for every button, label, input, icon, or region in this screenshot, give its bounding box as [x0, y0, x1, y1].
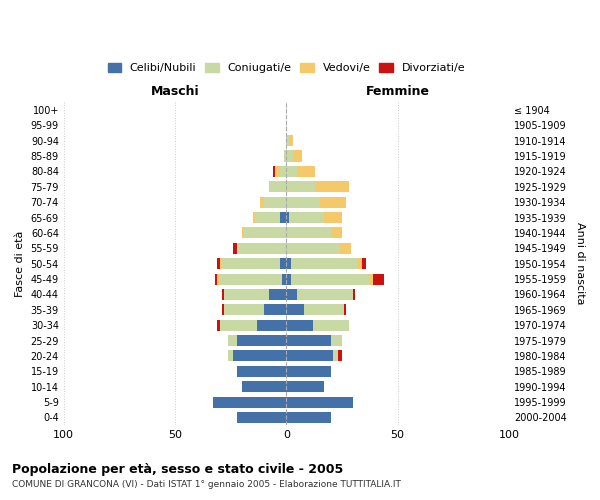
Bar	[298, 289, 353, 300]
Bar	[320, 196, 346, 207]
Bar	[282, 274, 286, 284]
Bar	[222, 258, 280, 269]
Bar	[286, 412, 331, 423]
Text: Maschi: Maschi	[151, 84, 199, 98]
Bar	[233, 243, 238, 254]
Bar	[286, 304, 304, 316]
Y-axis label: Fasce di età: Fasce di età	[15, 230, 25, 297]
Bar	[229, 350, 233, 362]
Bar	[273, 166, 275, 177]
Bar	[264, 196, 286, 207]
Bar	[224, 289, 269, 300]
Text: Popolazione per età, sesso e stato civile - 2005: Popolazione per età, sesso e stato civil…	[12, 462, 343, 475]
Bar	[286, 396, 353, 407]
Bar	[242, 381, 286, 392]
Bar	[344, 304, 346, 316]
Bar	[362, 258, 367, 269]
Bar	[331, 228, 342, 238]
Bar	[233, 350, 286, 362]
Bar	[242, 228, 244, 238]
Bar	[284, 150, 286, 162]
Bar	[286, 196, 320, 207]
Bar	[286, 212, 289, 223]
Bar	[280, 212, 286, 223]
Bar	[255, 212, 280, 223]
Bar	[220, 258, 222, 269]
Bar	[369, 274, 373, 284]
Bar	[244, 228, 286, 238]
Bar	[286, 135, 289, 146]
Bar	[213, 396, 286, 407]
Legend: Celibi/Nubili, Coniugati/e, Vedovi/e, Divorziati/e: Celibi/Nubili, Coniugati/e, Vedovi/e, Di…	[104, 60, 469, 76]
Bar	[257, 320, 286, 330]
Bar	[215, 274, 217, 284]
Bar	[353, 289, 355, 300]
Bar	[286, 181, 315, 192]
Bar	[358, 258, 362, 269]
Bar	[373, 274, 384, 284]
Bar	[291, 258, 358, 269]
Bar	[222, 304, 224, 316]
Bar	[286, 366, 331, 377]
Text: COMUNE DI GRANCONA (VI) - Dati ISTAT 1° gennaio 2005 - Elaborazione TUTTITALIA.I: COMUNE DI GRANCONA (VI) - Dati ISTAT 1° …	[12, 480, 401, 489]
Bar	[289, 212, 324, 223]
Bar	[298, 166, 315, 177]
Bar	[286, 274, 291, 284]
Bar	[238, 243, 286, 254]
Bar	[331, 335, 342, 346]
Bar	[238, 335, 286, 346]
Bar	[269, 289, 286, 300]
Bar	[286, 150, 293, 162]
Bar	[286, 381, 324, 392]
Bar	[217, 274, 220, 284]
Bar	[224, 304, 264, 316]
Bar	[286, 335, 331, 346]
Bar	[229, 335, 238, 346]
Bar	[291, 274, 369, 284]
Bar	[313, 320, 349, 330]
Bar	[280, 166, 286, 177]
Bar	[238, 366, 286, 377]
Bar	[286, 228, 331, 238]
Bar	[286, 320, 313, 330]
Bar	[264, 304, 286, 316]
Bar	[286, 166, 298, 177]
Bar	[315, 181, 349, 192]
Bar	[253, 212, 255, 223]
Bar	[304, 304, 344, 316]
Bar	[238, 412, 286, 423]
Bar	[289, 135, 293, 146]
Bar	[280, 258, 286, 269]
Y-axis label: Anni di nascita: Anni di nascita	[575, 222, 585, 305]
Bar	[220, 274, 282, 284]
Bar	[286, 289, 298, 300]
Bar	[340, 243, 351, 254]
Bar	[286, 258, 291, 269]
Bar	[286, 350, 333, 362]
Bar	[260, 196, 264, 207]
Bar	[220, 320, 257, 330]
Bar	[222, 289, 224, 300]
Bar	[293, 150, 302, 162]
Bar	[275, 166, 280, 177]
Bar	[286, 243, 340, 254]
Text: Femmine: Femmine	[365, 84, 430, 98]
Bar	[217, 258, 220, 269]
Bar	[217, 320, 220, 330]
Bar	[333, 350, 338, 362]
Bar	[338, 350, 342, 362]
Bar	[324, 212, 342, 223]
Bar	[269, 181, 286, 192]
